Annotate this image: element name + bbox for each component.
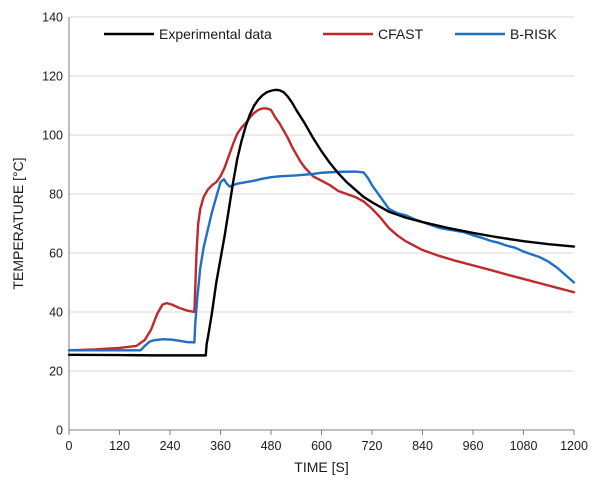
x-tick-label: 1080 [510,439,538,453]
legend-item-0: Experimental data [104,26,272,42]
legend: Experimental data CFAST B-RISK [104,26,557,42]
axes [68,17,575,435]
gridlines [69,16,574,372]
y-tick-label: 0 [56,424,63,438]
x-tick-label: 120 [109,439,130,453]
y-tick-label: 60 [49,247,63,261]
legend-item-2: B-RISK [455,26,557,42]
y-tick-label: 120 [42,70,63,84]
x-tick-label: 0 [66,439,73,453]
y-tick-labels: 0 20 40 60 80 100 120 140 [42,11,63,438]
y-tick-label: 140 [42,11,63,25]
y-tick-label: 100 [42,129,63,143]
x-tick-label: 360 [210,439,231,453]
y-tick-label: 80 [49,188,63,202]
series-line-0 [67,88,576,357]
series-line-1 [67,107,576,352]
x-tick-label: 480 [261,439,282,453]
x-tick-labels: 0 120 240 360 480 600 720 840 960 1080 1200 [66,439,588,453]
legend-label: CFAST [378,26,424,42]
x-tick-label: 720 [362,439,383,453]
y-tick-label: 40 [49,306,63,320]
legend-label: Experimental data [159,26,272,42]
y-axis-title: TEMPERATURE [°C] [10,157,26,289]
x-axis-title: TIME [S] [294,459,348,475]
x-tick-label: 1200 [560,439,588,453]
x-tick-label: 840 [412,439,433,453]
legend-label: B-RISK [510,26,557,42]
y-tick-label: 20 [49,365,63,379]
x-tick-label: 600 [311,439,332,453]
series-line-2 [67,170,576,352]
data-series [67,88,576,357]
x-tick-label: 960 [463,439,484,453]
legend-item-1: CFAST [323,26,424,42]
x-tick-label: 240 [160,439,181,453]
